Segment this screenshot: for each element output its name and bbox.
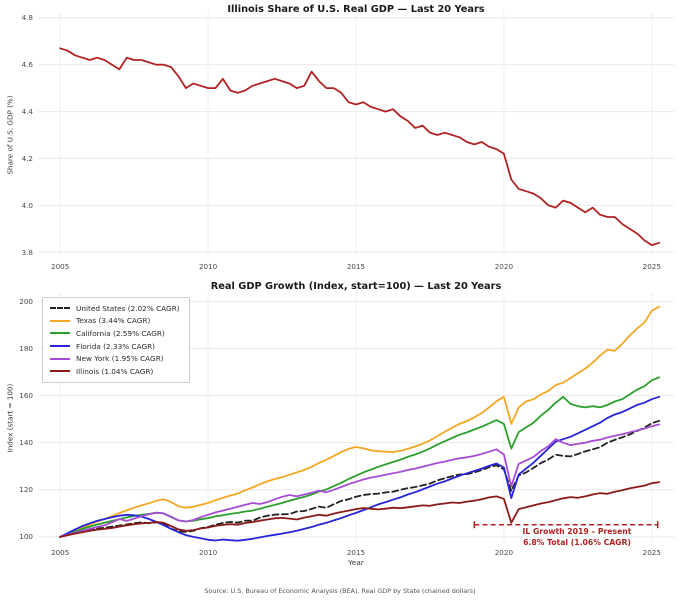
legend-line-sample (50, 307, 70, 310)
y-tick-label: 4.2 (21, 153, 33, 163)
x-tick-label: 2005 (51, 548, 70, 557)
y-tick-label: 120 (19, 485, 33, 495)
legend-item: United States (2.02% CAGR) (50, 302, 180, 315)
series-line-florida-cagr (59, 395, 661, 542)
y-tick-label: 4.6 (21, 60, 33, 70)
legend-item: New York (1.95% CAGR) (50, 352, 180, 365)
legend-line-sample (50, 357, 70, 360)
x-tick-label: 2010 (198, 262, 218, 271)
legend-label: Illinois (1.04% CAGR) (76, 366, 154, 376)
y-tick-label: 4.0 (21, 200, 33, 210)
x-tick-label: 2005 (51, 262, 70, 271)
series-line-illinois-cagr (59, 481, 661, 538)
x-tick-label: 2015 (346, 548, 366, 557)
legend-label: New York (1.95% CAGR) (76, 354, 164, 364)
legend-label: United States (2.02% CAGR) (76, 303, 180, 313)
annotation-line2: 6.8% Total (1.06% CAGR) (523, 537, 631, 547)
legend-item: Florida (2.33% CAGR) (50, 340, 180, 353)
bottom-chart-title: Real GDP Growth (Index, start=100) — Las… (210, 281, 502, 292)
y-tick-label: 4.8 (21, 13, 33, 23)
series-line-texas-cagr (59, 305, 661, 538)
y-tick-label: 4.4 (21, 107, 33, 117)
series-line-new-york-cagr (59, 423, 661, 538)
y-tick-label: 100 (19, 532, 33, 542)
x-tick-label: 2025 (642, 548, 661, 557)
x-tick-label: 2010 (198, 548, 218, 557)
legend-line-sample (50, 370, 70, 373)
x-tick-label: 2020 (494, 548, 514, 557)
y-tick-label: 3.8 (21, 247, 33, 257)
legend-item: Texas (3.44% CAGR) (50, 315, 180, 328)
legend: United States (2.02% CAGR) Texas (3.44% C… (42, 297, 190, 383)
il-growth-annotation: IL Growth 2019 – Present 6.8% Total (1.0… (486, 527, 668, 548)
legend-item: Illinois (1.04% CAGR) (50, 365, 180, 378)
bottom-chart-xlabel: Year (348, 558, 364, 567)
series-line-illinois-share-of-u-s-real-gdp (59, 47, 661, 247)
legend-line-sample (50, 332, 70, 335)
legend-line-sample (50, 319, 70, 322)
y-tick-label: 200 (19, 296, 33, 306)
y-tick-label: 140 (19, 438, 33, 448)
legend-label: Florida (2.33% CAGR) (76, 341, 156, 351)
x-tick-label: 2015 (346, 262, 366, 271)
x-tick-label: 2025 (642, 262, 661, 271)
source-note: Source: U.S. Bureau of Economic Analysis… (204, 587, 476, 595)
y-tick-label: 180 (19, 344, 33, 353)
legend-line-sample (50, 345, 70, 348)
x-tick-label: 2020 (494, 262, 514, 271)
legend-item: California (2.59% CAGR) (50, 327, 180, 340)
annotation-line1: IL Growth 2019 – Present (522, 527, 632, 536)
y-tick-label: 160 (19, 391, 33, 401)
bottom-chart-ylabel: Index (start = 100) (5, 383, 15, 453)
legend-label: Texas (3.44% CAGR) (76, 316, 151, 326)
legend-label: California (2.59% CAGR) (76, 328, 165, 338)
top-chart-title: Illinois Share of U.S. Real GDP — Last 2… (227, 4, 485, 15)
